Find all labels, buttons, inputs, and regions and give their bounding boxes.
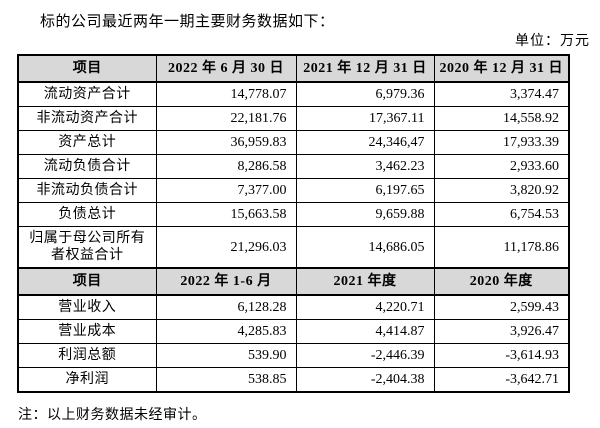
value-cell: 3,926.47 — [433, 319, 570, 344]
value-cell: 22,181.76 — [155, 106, 297, 131]
table-row: 非流动资产合计 22,181.76 17,367.11 14,558.92 — [17, 106, 570, 131]
value-cell: 3,462.23 — [295, 154, 435, 179]
table-row: 营业成本 4,285.83 4,414.87 3,926.47 — [17, 319, 570, 344]
value-cell: 6,754.53 — [433, 202, 570, 227]
table-row: 流动负债合计 8,286.58 3,462.23 2,933.60 — [17, 154, 570, 179]
balance-header-item: 项目 — [17, 54, 157, 83]
value-cell: 2,599.43 — [433, 294, 570, 320]
balance-header-col1: 2022 年 6 月 30 日 — [155, 54, 297, 83]
item-cell: 非流动负债合计 — [17, 178, 157, 203]
value-cell: 21,296.03 — [155, 226, 297, 269]
item-cell: 营业成本 — [17, 319, 157, 344]
value-cell: 24,346,47 — [295, 130, 435, 155]
value-cell: 4,414.87 — [295, 319, 435, 344]
income-header-col2: 2021 年度 — [295, 267, 435, 296]
item-cell: 流动资产合计 — [17, 81, 157, 107]
value-cell: 15,663.58 — [155, 202, 297, 227]
value-cell: 14,558.92 — [433, 106, 570, 131]
income-header-row: 项目 2022 年 1-6 月 2021 年度 2020 年度 — [17, 267, 570, 296]
financial-table: 项目 2022 年 6 月 30 日 2021 年 12 月 31 日 2020… — [17, 54, 570, 393]
balance-header-col3: 2020 年 12 月 31 日 — [433, 54, 570, 83]
value-cell: 9,659.88 — [295, 202, 435, 227]
value-cell: 6,197.65 — [295, 178, 435, 203]
value-cell: 14,686.05 — [295, 226, 435, 269]
page-title: 标的公司最近两年一期主要财务数据如下： — [40, 14, 335, 30]
value-cell: 4,220.71 — [295, 294, 435, 320]
item-cell: 流动负债合计 — [17, 154, 157, 179]
value-cell: 539.90 — [155, 343, 297, 368]
value-cell: -2,404.38 — [295, 367, 435, 393]
item-cell: 营业收入 — [17, 294, 157, 320]
table-row: 资产总计 36,959.83 24,346,47 17,933.39 — [17, 130, 570, 155]
unit-label: 单位：万元 — [515, 34, 590, 49]
value-cell: -3,642.71 — [433, 367, 570, 393]
balance-header-row: 项目 2022 年 6 月 30 日 2021 年 12 月 31 日 2020… — [17, 54, 570, 83]
item-cell: 负债总计 — [17, 202, 157, 227]
item-cell: 净利润 — [17, 367, 157, 393]
item-cell: 非流动资产合计 — [17, 106, 157, 131]
income-header-col3: 2020 年度 — [433, 267, 570, 296]
value-cell: 538.85 — [155, 367, 297, 393]
table-row: 净利润 538.85 -2,404.38 -3,642.71 — [17, 367, 570, 393]
table-row: 流动资产合计 14,778.07 6,979.36 3,374.47 — [17, 81, 570, 107]
value-cell: 3,820.92 — [433, 178, 570, 203]
value-cell: -2,446.39 — [295, 343, 435, 368]
item-cell: 利润总额 — [17, 343, 157, 368]
value-cell: 36,959.83 — [155, 130, 297, 155]
item-cell: 归属于母公司所有者权益合计 — [17, 226, 157, 269]
value-cell: 11,178.86 — [433, 226, 570, 269]
value-cell: 14,778.07 — [155, 81, 297, 107]
balance-header-col2: 2021 年 12 月 31 日 — [295, 54, 435, 83]
income-header-col1: 2022 年 1-6 月 — [155, 267, 297, 296]
table-row: 利润总额 539.90 -2,446.39 -3,614.93 — [17, 343, 570, 368]
value-cell: -3,614.93 — [433, 343, 570, 368]
value-cell: 2,933.60 — [433, 154, 570, 179]
table-row: 负债总计 15,663.58 9,659.88 6,754.53 — [17, 202, 570, 227]
table-row: 非流动负债合计 7,377.00 6,197.65 3,820.92 — [17, 178, 570, 203]
value-cell: 6,128.28 — [155, 294, 297, 320]
value-cell: 4,285.83 — [155, 319, 297, 344]
item-cell: 资产总计 — [17, 130, 157, 155]
value-cell: 17,367.11 — [295, 106, 435, 131]
unaudited-note: 注：以上财务数据未经审计。 — [18, 408, 207, 423]
income-header-item: 项目 — [17, 267, 157, 296]
table-row: 营业收入 6,128.28 4,220.71 2,599.43 — [17, 294, 570, 320]
table-row: 归属于母公司所有者权益合计 21,296.03 14,686.05 11,178… — [17, 226, 570, 269]
value-cell: 8,286.58 — [155, 154, 297, 179]
value-cell: 3,374.47 — [433, 81, 570, 107]
value-cell: 7,377.00 — [155, 178, 297, 203]
value-cell: 6,979.36 — [295, 81, 435, 107]
value-cell: 17,933.39 — [433, 130, 570, 155]
